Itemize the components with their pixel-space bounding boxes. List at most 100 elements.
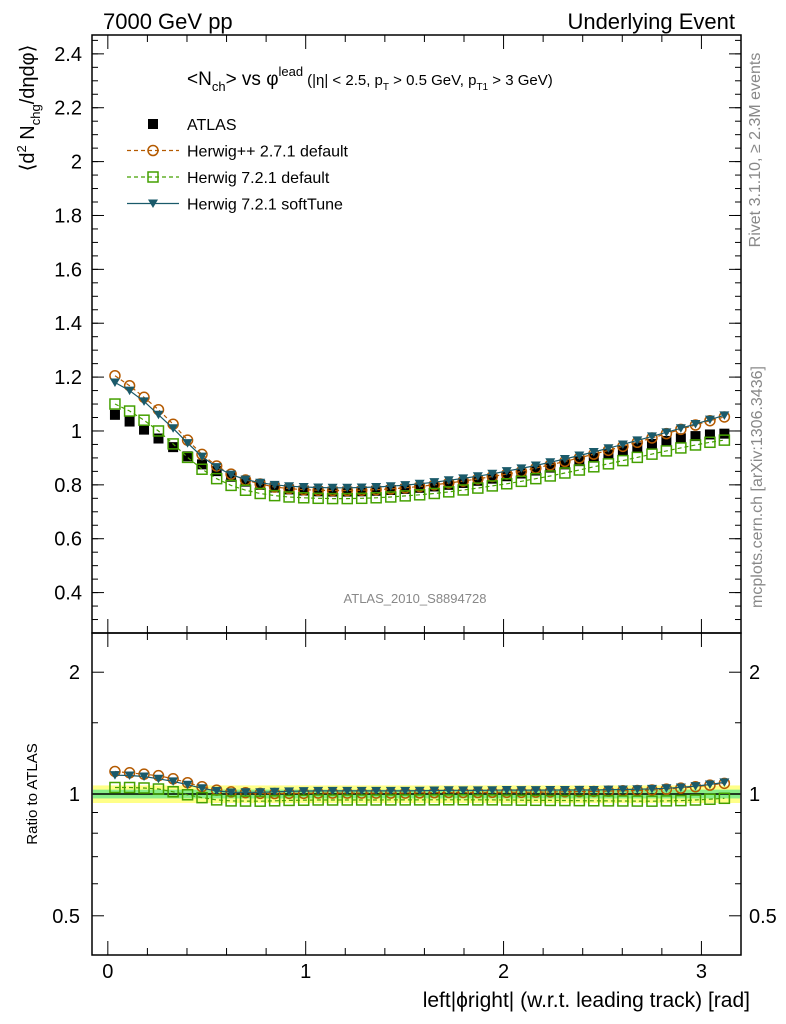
ratio-point-herwig-7-2-1-softtune <box>675 783 686 792</box>
ratio-point-herwig-7-2-1-default <box>254 795 266 807</box>
data-point-atlas <box>182 451 193 462</box>
data-point-herwig-7-2-1-default <box>689 439 702 451</box>
data-point-atlas <box>719 428 730 439</box>
ratio-point-herwig-7-2-1-softtune <box>516 786 527 795</box>
data-point-herwig-7-2-1-softtune <box>327 483 338 493</box>
data-point-herwig-7-2-1-default <box>428 487 441 500</box>
data-point-herwig-7-2-1-softtune <box>704 415 715 425</box>
title-sup: lead <box>279 64 304 79</box>
ratio-point-herwig-7-2-1-default <box>225 795 237 807</box>
ratio-point-herwig-7-2-1-default <box>689 794 702 806</box>
ratio-point-herwig-7-2-1-softtune <box>139 772 150 782</box>
ratio-point-herwig-7-2-1-default <box>123 781 136 794</box>
legend-label: Herwig 7.2.1 softTune <box>187 197 343 214</box>
data-point-atlas <box>443 479 454 490</box>
ratio-point-herwig-7-2-1-softtune <box>690 782 701 791</box>
ylabel-a: ⟨d <box>17 152 39 171</box>
ratio-point-herwig-7-2-1-softtune <box>168 777 179 786</box>
data-point-herwig-7-2-1-default <box>472 482 484 494</box>
ratio-x-axis: 0 1 2 3 <box>102 633 742 983</box>
data-point-atlas <box>545 462 556 473</box>
header-left: 7000 GeV pp <box>103 9 233 34</box>
ratio-point-herwig-7-2-1-softtune <box>472 786 483 795</box>
data-point-herwig-7-2-1-softtune <box>124 386 135 396</box>
ratio-point-herwig-7-2-1-softtune <box>458 786 469 795</box>
title-cuts-a: (|η| < 2.5, p <box>307 72 383 89</box>
ratio-point-herwig-7-2-1-default <box>152 783 165 795</box>
ratio-point-herwig-7-2-1-default <box>181 789 194 801</box>
ratio-point-herwig-7-2-1-softtune <box>211 786 222 796</box>
ratio-point-herwig-7-2-1-softtune <box>632 785 643 794</box>
ratio-point-herwig-7-2-1-default <box>109 781 121 794</box>
ratio-point-herwig-7-2-1-softtune <box>313 786 324 796</box>
ratio-point-herwig-7-2-1-default <box>385 794 397 806</box>
ratio-point-herwig-7-2-1-softtune <box>356 786 367 796</box>
ratio-point-herwig-7-2-1-softtune <box>704 780 715 789</box>
ratio-point-herwig-7-2-1-softtune <box>240 788 251 797</box>
ratio-y-tick-label: 0.5 <box>52 906 80 928</box>
ratio-point-herwig-7-2-1-default <box>631 795 644 807</box>
data-point-atlas <box>646 438 657 449</box>
data-point-herwig-7-2-1-softtune <box>646 432 657 441</box>
data-point-herwig-7-2-1-default <box>646 448 658 460</box>
data-point-herwig-7-2-1-default <box>660 445 673 457</box>
data-point-herwig-7-2-1-default <box>312 492 324 505</box>
data-point-herwig-7-2-1-softtune <box>458 474 469 483</box>
ratio-point-herwig-7-2-1-default <box>602 795 615 807</box>
data-point-herwig-7-2-1-default <box>181 451 194 464</box>
data-point-herwig-7-2-1-default <box>210 472 223 485</box>
data-point-herwig-7-2-1-default <box>559 467 571 479</box>
ratio-point-herwig-7-2-1-default <box>530 794 542 807</box>
data-point-herwig-7-2-1-softtune <box>284 482 295 491</box>
ratio-point-herwig-7-2-1-default <box>718 792 731 805</box>
ratio-point-herwig-7-2-1-softtune <box>559 786 570 795</box>
ylabel-sup: 2 <box>14 145 29 152</box>
ratio-point-herwig-7-2-1-softtune <box>617 785 628 795</box>
ratio-point-herwig-7-2-1-softtune <box>429 786 440 795</box>
ratio-point-herwig-7-2-1-default <box>167 786 179 798</box>
main-y-axis: 0.4 0.6 0.8 1 1.2 1.4 1.6 1.8 2 2.2 2.4 <box>54 39 741 621</box>
data-point-herwig-7-2-1-default <box>239 484 252 496</box>
header-right: Underlying Event <box>567 9 735 34</box>
data-point-herwig-7-2-1-default <box>268 489 281 502</box>
ratio-point-herwig-7-2-1-softtune <box>385 786 396 796</box>
main-y-label: ⟨d2 Nchg/dηdφ⟩ <box>14 45 43 172</box>
ratio-point-herwig-7-2-1-default <box>370 794 382 806</box>
legend-marker <box>148 119 158 129</box>
ylabel-c: /dηdφ⟩ <box>17 45 39 105</box>
ylabel-sub: chg <box>28 104 43 125</box>
ratio-point-herwig-7-2-1-default <box>515 794 528 806</box>
data-point-atlas <box>588 452 599 463</box>
data-point-herwig-7-2-1-default <box>399 490 411 502</box>
data-point-herwig-7-2-1-default <box>588 461 600 473</box>
analysis-id-label: ATLAS_2010_S8894728 <box>344 591 487 606</box>
ratio-point-herwig-7-2-1-default <box>268 795 281 807</box>
main-y-tick-label: 2.2 <box>54 98 82 120</box>
data-point-herwig-7-2-1-softtune <box>661 428 672 437</box>
data-point-herwig-7-2-1-default <box>413 489 426 501</box>
data-point-herwig-7-2-1-default <box>500 478 513 490</box>
ratio-point-herwig-7-2-1-default <box>559 794 571 807</box>
ratio-point-herwig-7-2-1-softtune <box>603 785 614 795</box>
data-point-herwig-7-2-1-default <box>326 492 339 505</box>
data-point-herwig-7-2-1-default <box>544 470 557 482</box>
data-point-herwig-7-2-1-softtune <box>298 483 309 492</box>
ratio-point-herwig-7-2-1-softtune <box>487 786 498 795</box>
main-y-tick-label: 1.2 <box>54 367 82 389</box>
data-point-herwig-7-2-1-softtune <box>226 470 237 480</box>
data-point-herwig-7-2-1-default <box>225 479 237 492</box>
data-point-herwig-7-2-1-softtune <box>588 447 599 457</box>
series-line-herwig-7-2-1-default <box>114 403 725 500</box>
ratio-point-herwig-7-2-1-default <box>355 794 368 806</box>
ratio-point-herwig-7-2-1-default <box>486 794 499 806</box>
main-y-tick-label: 1.8 <box>54 205 82 227</box>
data-point-herwig-7-2-1-default <box>443 486 455 498</box>
data-point-herwig-7-2-1-default <box>167 438 179 450</box>
mcplots-credit-label: mcplots.cern.ch [arXiv:1306.3436] <box>749 366 766 608</box>
data-point-herwig-7-2-1-default <box>152 425 165 437</box>
title-vs: > vs φ <box>226 69 279 90</box>
ratio-point-herwig-7-2-1-default <box>239 795 252 807</box>
ratio-point-herwig-7-2-1-softtune <box>400 786 411 796</box>
ratio-point-herwig-7-2-1-default <box>544 794 557 807</box>
ratio-point-herwig-7-2-1-default <box>660 795 673 807</box>
